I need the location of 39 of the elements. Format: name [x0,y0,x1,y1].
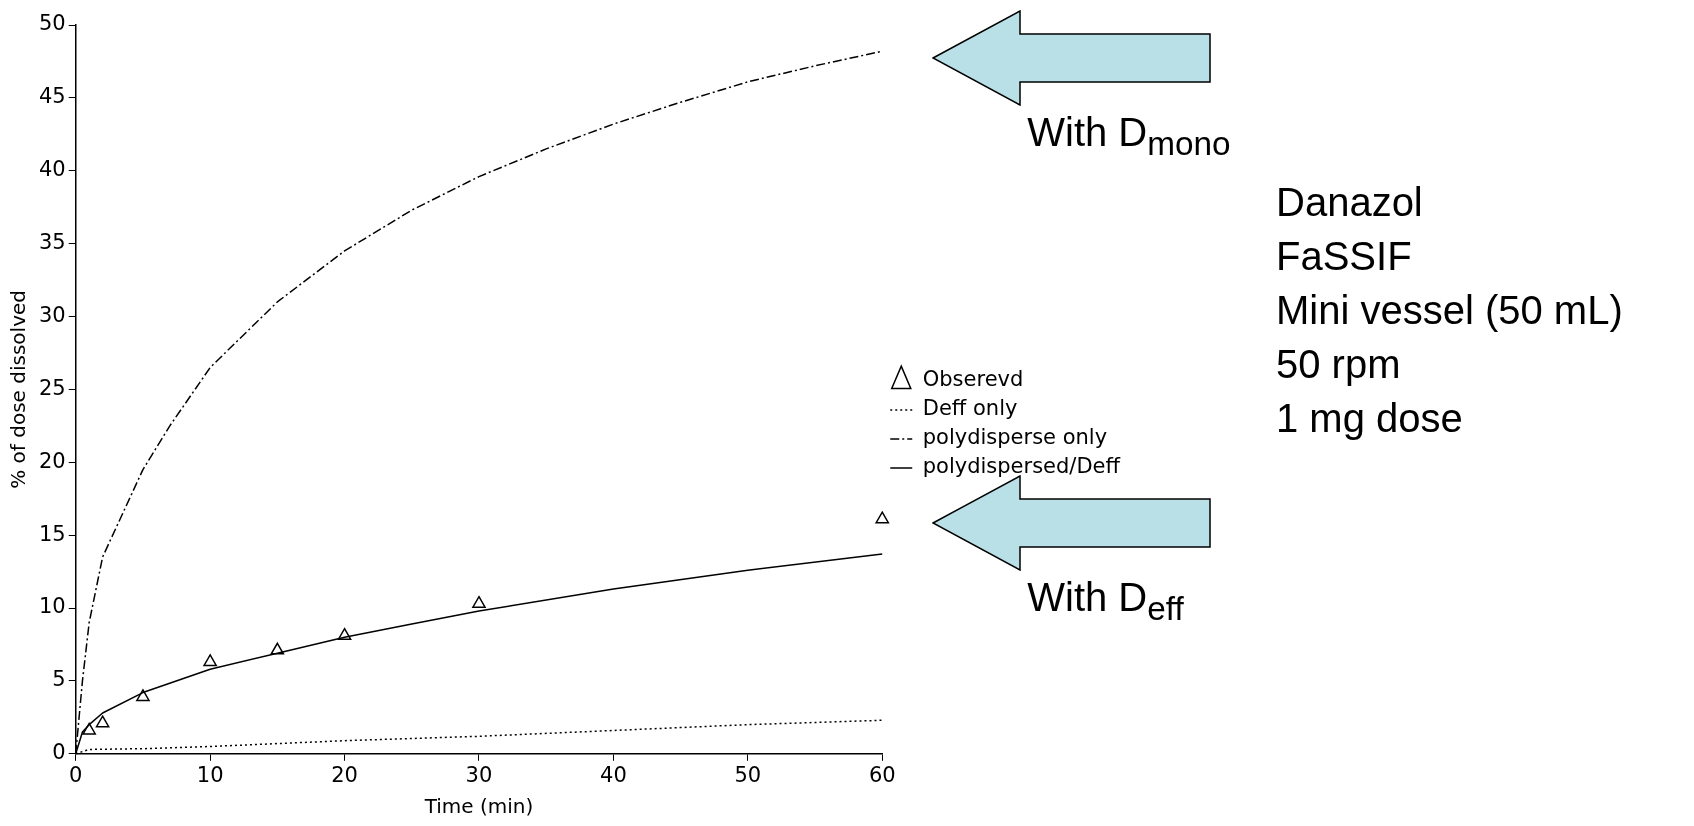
y-tick-label: 0 [52,740,66,765]
point [472,595,486,608]
x-axis-title: Time (min) [423,794,534,819]
y-tick-label: 25 [38,375,66,400]
y-tick-label: 35 [38,230,66,255]
y-axis-title: % of dose dissolved [6,290,31,489]
x-tick-label: 0 [69,762,83,787]
x-tick-label: 10 [196,762,224,787]
text: 1 mg dose [1276,395,1464,442]
text: FaSSIF [1276,233,1413,280]
point [337,627,352,640]
x-tick-label: 20 [331,762,358,787]
text: 50 rpm [1276,341,1402,388]
y-tick-label: 10 [38,594,66,619]
x-tick-label: 40 [600,762,627,787]
x-tick-label: 50 [734,762,762,787]
x-tick-label: 30 [465,762,493,787]
x-tick-label: 60 [868,762,896,787]
point [875,511,890,524]
y-tick-label: 15 [38,521,66,546]
text: Danazol [1276,179,1424,226]
text: With D$_{eff}$ [1027,575,1184,628]
point [203,654,217,667]
point [270,642,285,655]
text: Mini vessel (50 mL) [1276,287,1623,334]
y-tick-label: 5 [52,667,66,692]
point [95,715,110,728]
legend-label: polydisperse only [922,425,1108,450]
y-tick-label: 50 [38,11,66,36]
y-tick-label: 45 [38,84,66,109]
legend-label: Obserevd [922,367,1024,392]
legend-label: polydispersed/Deff [922,454,1121,479]
point [136,689,150,702]
y-tick-label: 30 [38,302,66,327]
legend-label: Deff only [922,396,1018,421]
y-tick-label: 20 [38,448,66,473]
point [82,722,96,735]
y-tick-label: 40 [38,157,66,182]
text: With D$_{mono}$ [1027,110,1231,163]
